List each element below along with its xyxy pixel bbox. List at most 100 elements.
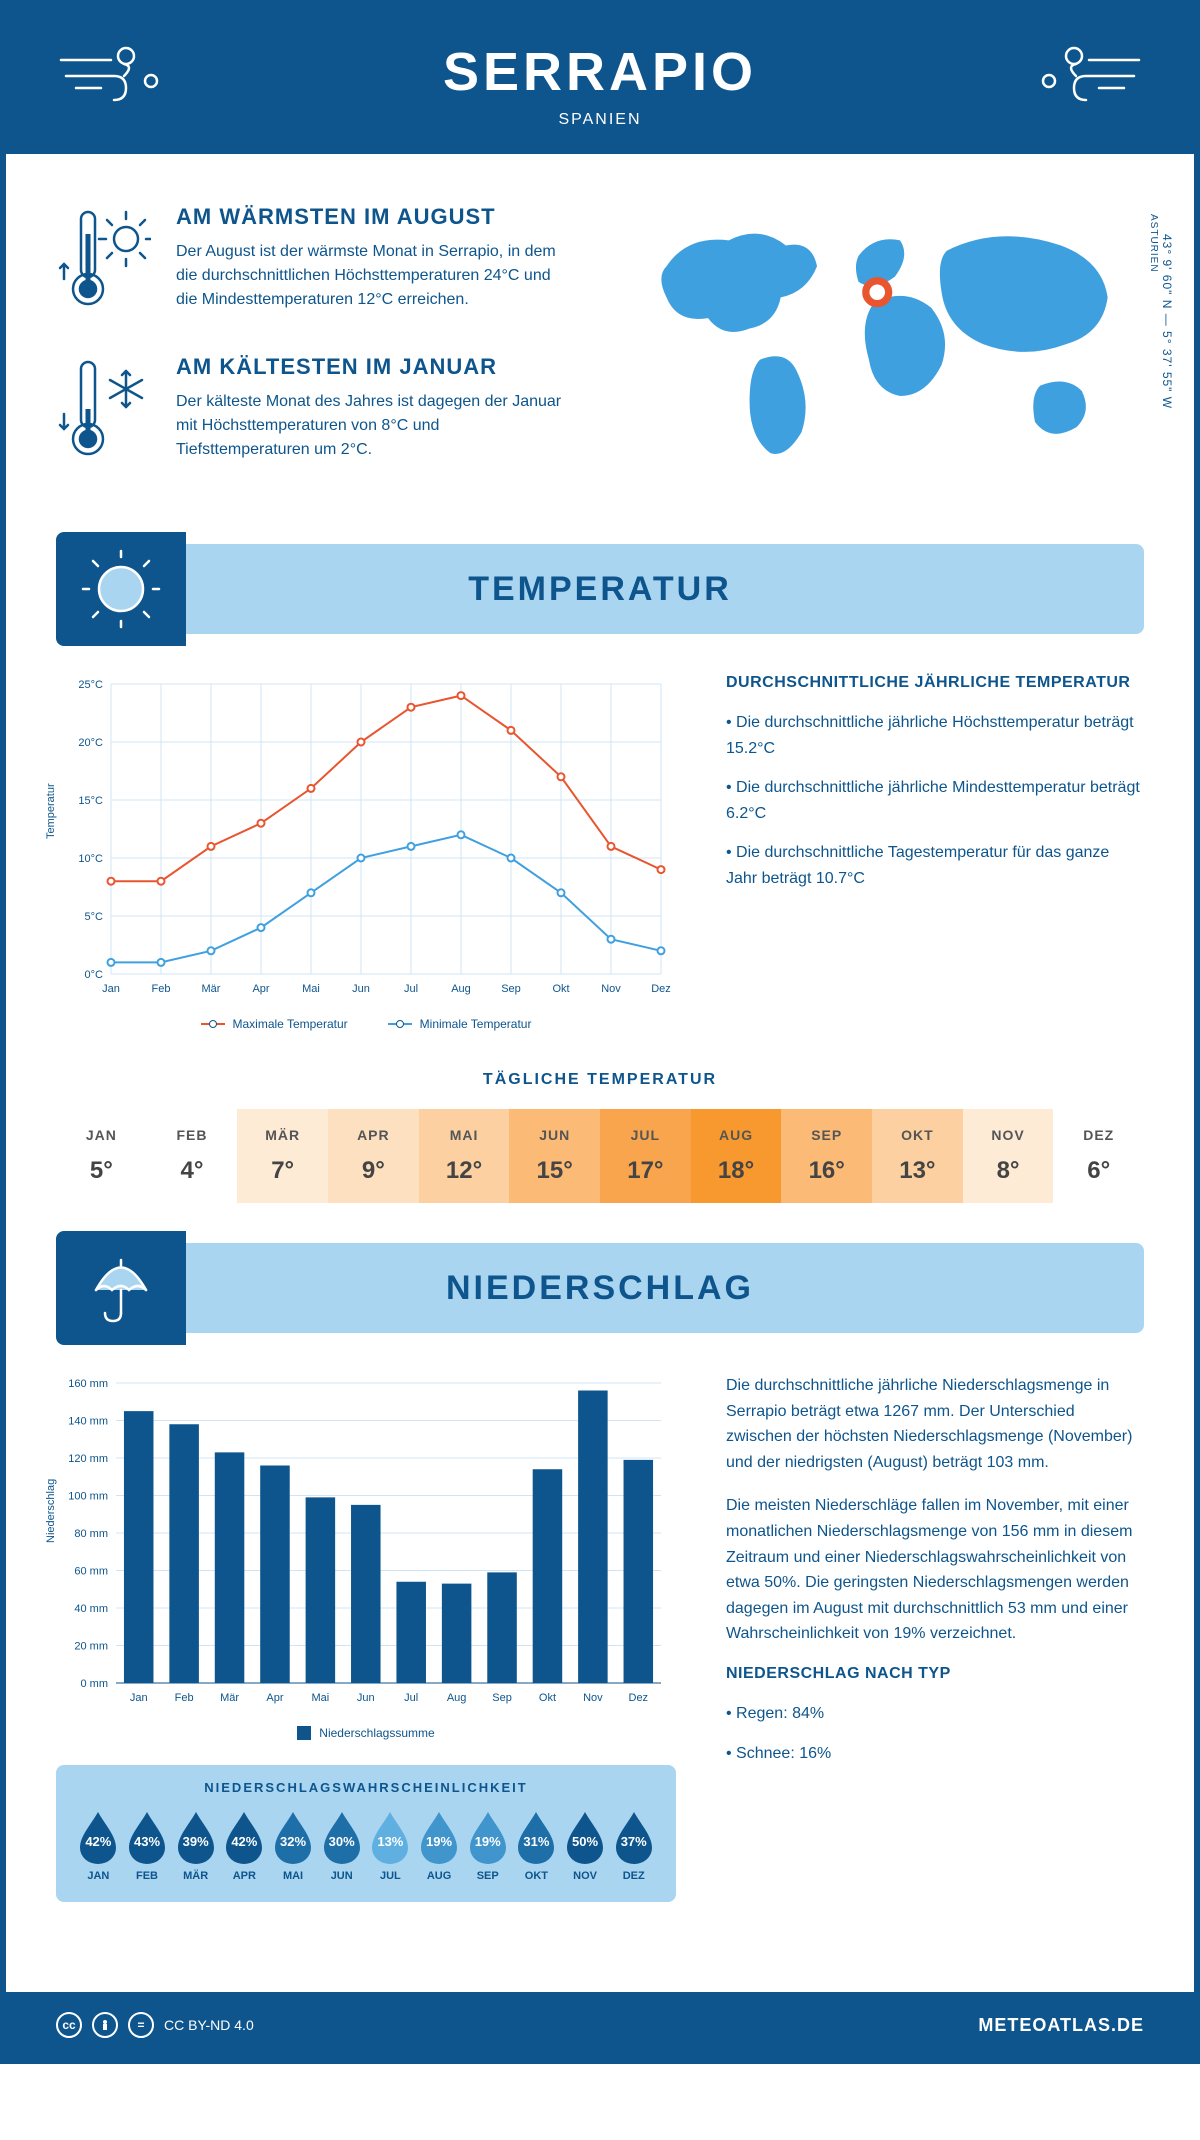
- coordinates: 43° 9' 60" N — 5° 37' 55" W: [1160, 234, 1174, 409]
- svg-text:0°C: 0°C: [85, 969, 104, 981]
- page-title: SERRAPIO: [66, 41, 1134, 103]
- svg-text:20°C: 20°C: [78, 737, 103, 749]
- license-text: CC BY-ND 4.0: [164, 2017, 254, 2033]
- footer: cc = CC BY-ND 4.0 METEOATLAS.DE: [6, 1992, 1194, 2058]
- temp-cell: APR9°: [328, 1109, 419, 1203]
- site-name: METEOATLAS.DE: [978, 2015, 1144, 2036]
- temp-cell: FEB4°: [147, 1109, 238, 1203]
- svg-text:Aug: Aug: [451, 983, 471, 995]
- drop-item: 42%JAN: [76, 1810, 121, 1882]
- svg-text:Jul: Jul: [404, 983, 418, 995]
- svg-text:Aug: Aug: [447, 1692, 467, 1704]
- svg-text:Okt: Okt: [539, 1692, 556, 1704]
- temp-bullet: Die durchschnittliche jährliche Mindestt…: [726, 775, 1144, 826]
- precip-p1: Die durchschnittliche jährliche Niedersc…: [726, 1373, 1144, 1475]
- temp-cell: AUG18°: [691, 1109, 782, 1203]
- intro-row: AM WÄRMSTEN IM AUGUST Der August ist der…: [56, 204, 1144, 504]
- svg-text:Okt: Okt: [552, 983, 569, 995]
- temp-cell: NOV8°: [963, 1109, 1054, 1203]
- svg-text:25°C: 25°C: [78, 679, 103, 691]
- svg-text:Apr: Apr: [266, 1692, 283, 1704]
- warmest-title: AM WÄRMSTEN IM AUGUST: [176, 204, 575, 230]
- drop-item: 43%FEB: [125, 1810, 170, 1882]
- drop-item: 39%MÄR: [173, 1810, 218, 1882]
- svg-text:Dez: Dez: [629, 1692, 649, 1704]
- drop-item: 32%MAI: [271, 1810, 316, 1882]
- warmest-block: AM WÄRMSTEN IM AUGUST Der August ist der…: [56, 204, 575, 319]
- temp-cell: JUL17°: [600, 1109, 691, 1203]
- svg-text:15°C: 15°C: [78, 795, 103, 807]
- legend-min: Minimale Temperatur: [420, 1017, 532, 1031]
- svg-text:Feb: Feb: [175, 1692, 194, 1704]
- temp-cell: JAN5°: [56, 1109, 147, 1203]
- temp-cell: DEZ6°: [1053, 1109, 1144, 1203]
- svg-text:Jan: Jan: [130, 1692, 148, 1704]
- svg-text:5°C: 5°C: [85, 911, 104, 923]
- precip-prob-title: NIEDERSCHLAGSWAHRSCHEINLICHKEIT: [76, 1780, 656, 1795]
- temp-chart: Temperatur 0°C5°C10°C15°C20°C25°CJanFebM…: [56, 674, 676, 1031]
- svg-text:Nov: Nov: [583, 1692, 603, 1704]
- header: SERRAPIO SPANIEN: [6, 6, 1194, 154]
- precip-type-bullet: Schnee: 16%: [726, 1741, 1144, 1767]
- world-map: [625, 204, 1144, 474]
- temp-sidebar: DURCHSCHNITTLICHE JÄHRLICHE TEMPERATUR D…: [726, 674, 1144, 1031]
- svg-text:Jun: Jun: [352, 983, 370, 995]
- umbrella-icon: [56, 1231, 186, 1345]
- legend-max: Maximale Temperatur: [233, 1017, 348, 1031]
- cc-icon: cc: [56, 2012, 82, 2038]
- drop-item: 19%SEP: [465, 1810, 510, 1882]
- by-icon: [92, 2012, 118, 2038]
- svg-text:0 mm: 0 mm: [81, 1678, 109, 1690]
- warmest-text: Der August ist der wärmste Monat in Serr…: [176, 240, 575, 312]
- svg-text:160 mm: 160 mm: [68, 1378, 108, 1390]
- thermometer-hot-icon: [56, 204, 151, 319]
- precip-legend: Niederschlagssumme: [56, 1726, 676, 1740]
- svg-text:40 mm: 40 mm: [74, 1603, 108, 1615]
- drop-item: 30%JUN: [319, 1810, 364, 1882]
- license: cc = CC BY-ND 4.0: [56, 2012, 254, 2038]
- svg-text:Mai: Mai: [302, 983, 320, 995]
- svg-text:Jan: Jan: [102, 983, 120, 995]
- region-label: ASTURIEN: [1148, 214, 1159, 273]
- svg-text:Feb: Feb: [152, 983, 171, 995]
- temp-cell: MAI12°: [419, 1109, 510, 1203]
- svg-text:Sep: Sep: [492, 1692, 512, 1704]
- drop-item: 50%NOV: [563, 1810, 608, 1882]
- daily-temp-title: TÄGLICHE TEMPERATUR: [56, 1071, 1144, 1089]
- intro-left: AM WÄRMSTEN IM AUGUST Der August ist der…: [56, 204, 575, 504]
- svg-text:Sep: Sep: [501, 983, 521, 995]
- svg-text:Dez: Dez: [651, 983, 671, 995]
- content: AM WÄRMSTEN IM AUGUST Der August ist der…: [6, 154, 1194, 1992]
- temp-section-title: TEMPERATUR: [468, 570, 732, 609]
- precip-chart: Niederschlag 0 mm20 mm40 mm60 mm80 mm100…: [56, 1373, 676, 1740]
- drop-item: 37%DEZ: [611, 1810, 656, 1882]
- coldest-text: Der kälteste Monat des Jahres ist dagege…: [176, 390, 575, 462]
- temp-bullet: Die durchschnittliche Tagestemperatur fü…: [726, 840, 1144, 891]
- svg-text:Mär: Mär: [202, 983, 221, 995]
- wind-icon-left: [56, 36, 166, 111]
- wind-icon-right: [1034, 36, 1144, 111]
- precip-prob-panel: NIEDERSCHLAGSWAHRSCHEINLICHKEIT 42%JAN43…: [56, 1765, 676, 1902]
- temp-section-header: TEMPERATUR: [56, 544, 1144, 634]
- temp-cell: OKT13°: [872, 1109, 963, 1203]
- temp-bullets: Die durchschnittliche jährliche Höchstte…: [726, 710, 1144, 892]
- temp-sidebar-title: DURCHSCHNITTLICHE JÄHRLICHE TEMPERATUR: [726, 674, 1144, 692]
- svg-text:100 mm: 100 mm: [68, 1491, 108, 1503]
- svg-text:Nov: Nov: [601, 983, 621, 995]
- precip-section-title: NIEDERSCHLAG: [446, 1269, 754, 1308]
- svg-text:60 mm: 60 mm: [74, 1566, 108, 1578]
- precip-y-axis-label: Niederschlag: [45, 1478, 57, 1542]
- precip-prob-drops: 42%JAN43%FEB39%MÄR42%APR32%MAI30%JUN13%J…: [76, 1810, 656, 1882]
- temp-cell: SEP16°: [781, 1109, 872, 1203]
- svg-text:Apr: Apr: [252, 983, 269, 995]
- temp-cell: JUN15°: [509, 1109, 600, 1203]
- temp-cell: MÄR7°: [237, 1109, 328, 1203]
- coldest-block: AM KÄLTESTEN IM JANUAR Der kälteste Mona…: [56, 354, 575, 469]
- svg-text:80 mm: 80 mm: [74, 1528, 108, 1540]
- country-subtitle: SPANIEN: [66, 111, 1134, 129]
- precip-sidebar: Die durchschnittliche jährliche Niedersc…: [726, 1373, 1144, 1902]
- drop-item: 19%AUG: [417, 1810, 462, 1882]
- legend-precip: Niederschlagssumme: [319, 1726, 434, 1740]
- temp-y-axis-label: Temperatur: [45, 783, 57, 839]
- svg-text:Jul: Jul: [404, 1692, 418, 1704]
